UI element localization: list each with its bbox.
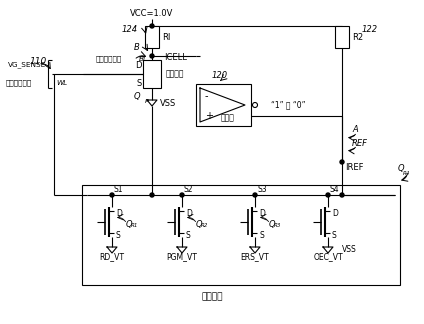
Text: VCC=1.0V: VCC=1.0V (130, 9, 174, 18)
Circle shape (253, 193, 257, 197)
Text: 110: 110 (30, 57, 47, 66)
Text: IREF: IREF (345, 164, 363, 172)
Text: Q: Q (398, 165, 404, 173)
Text: REF: REF (352, 140, 368, 148)
Bar (82, 185, 400, 285)
Text: Q: Q (196, 221, 203, 229)
Circle shape (150, 193, 154, 197)
Bar (143, 60, 161, 88)
Text: S2: S2 (184, 184, 193, 193)
Text: VSS: VSS (160, 98, 176, 108)
Text: ICELL: ICELL (164, 53, 187, 63)
Text: VG_SENSE: VG_SENSE (8, 62, 46, 68)
Text: “1” 或 “0”: “1” 或 “0” (271, 100, 306, 110)
Text: 存储单元: 存储单元 (166, 70, 184, 78)
Text: 参考单元: 参考单元 (201, 293, 223, 302)
Text: D: D (186, 210, 192, 218)
Text: 被选中的位线: 被选中的位线 (96, 56, 122, 62)
Text: A: A (352, 125, 358, 134)
Circle shape (340, 160, 344, 164)
Text: 120: 120 (212, 72, 228, 80)
Text: OEC_VT: OEC_VT (313, 252, 343, 261)
Circle shape (340, 193, 344, 197)
Text: -: - (205, 91, 209, 101)
Text: R1: R1 (131, 223, 138, 228)
Text: D: D (116, 210, 122, 218)
Circle shape (150, 24, 154, 28)
Text: S4: S4 (330, 184, 340, 193)
Circle shape (180, 193, 184, 197)
Text: S: S (137, 78, 142, 87)
Text: R2: R2 (201, 223, 208, 228)
Text: S1: S1 (114, 184, 123, 193)
Text: R4: R4 (403, 171, 410, 176)
Text: +: + (205, 111, 213, 121)
Text: D: D (259, 210, 265, 218)
Text: 122: 122 (362, 26, 378, 34)
Text: VSS: VSS (342, 246, 357, 254)
Bar (196, 84, 251, 126)
Text: Q: Q (126, 221, 133, 229)
Text: RD_VT: RD_VT (100, 252, 125, 261)
Text: S: S (186, 232, 191, 240)
Text: Q: Q (134, 92, 140, 101)
Text: D: D (332, 210, 338, 218)
Circle shape (150, 54, 154, 58)
Text: S: S (116, 232, 121, 240)
Bar (335, 26, 349, 48)
Text: P: P (145, 99, 149, 104)
Bar (145, 26, 159, 48)
Text: B: B (134, 43, 140, 52)
Text: WL: WL (56, 80, 67, 86)
Text: Q: Q (269, 221, 276, 229)
Text: PGM_VT: PGM_VT (167, 252, 198, 261)
Text: R3: R3 (274, 223, 282, 228)
Text: R2: R2 (352, 32, 363, 41)
Text: RI: RI (162, 32, 170, 41)
Text: S: S (332, 232, 337, 240)
Circle shape (253, 102, 257, 108)
Text: S: S (259, 232, 264, 240)
Text: D: D (136, 61, 142, 70)
Text: ERS_VT: ERS_VT (241, 252, 269, 261)
Text: 被选中的字线: 被选中的字线 (6, 80, 32, 86)
Circle shape (110, 193, 114, 197)
Text: 124: 124 (122, 26, 138, 34)
Text: BL: BL (139, 56, 148, 62)
Circle shape (326, 193, 330, 197)
Text: 比较器: 比较器 (220, 113, 234, 122)
Text: S3: S3 (257, 184, 267, 193)
